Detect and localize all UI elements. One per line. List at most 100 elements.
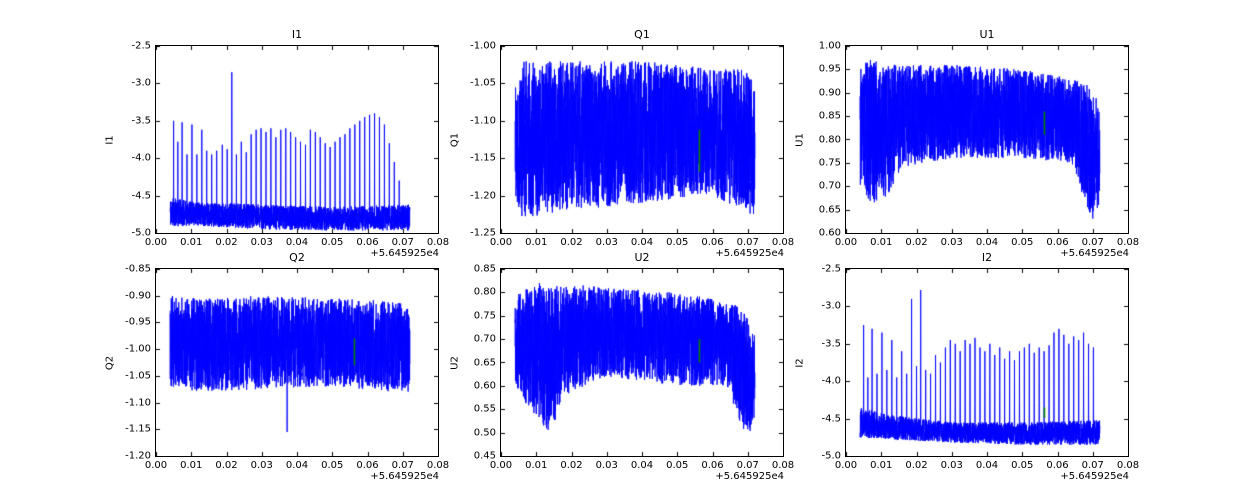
x-tick-label: 0.08 bbox=[771, 237, 795, 248]
y-tick-label: 0.80 bbox=[818, 134, 841, 145]
subplot-title-I2: I2 bbox=[981, 251, 993, 264]
x-tick-label: 0.07 bbox=[736, 237, 759, 248]
x-offset-label: +5.645925e4 bbox=[1060, 248, 1129, 259]
y-tick-label: -4.5 bbox=[131, 190, 151, 202]
y-axis-label-Q2: Q2 bbox=[104, 355, 116, 370]
y-axis-label-Q1: Q1 bbox=[449, 132, 461, 147]
y-tick-label: 0.45 bbox=[473, 450, 496, 462]
y-tick-label: 0.75 bbox=[473, 310, 496, 322]
y-tick-label: -0.95 bbox=[125, 316, 151, 328]
series-canvas-I1 bbox=[156, 46, 438, 233]
y-tick-label: -4.0 bbox=[821, 375, 841, 387]
y-tick-label: 0.95 bbox=[818, 63, 841, 75]
x-tick-label: 0.05 bbox=[666, 460, 689, 471]
x-tick-label: 0.08 bbox=[426, 237, 450, 248]
x-tick-label: 0.04 bbox=[285, 237, 309, 248]
x-tick-label: 0.08 bbox=[426, 460, 450, 471]
x-tick-label: 0.08 bbox=[1116, 460, 1140, 471]
y-tick-label: -2.5 bbox=[821, 263, 841, 275]
x-tick-label: 0.04 bbox=[285, 460, 309, 471]
plot-area-Q2: Q2 Q2 -0.85 -0.90 -0.95 -1.00 -1.05 -1.10 -1.15 -… bbox=[105, 251, 450, 482]
x-tick-label: 0.03 bbox=[250, 460, 273, 471]
x-tick-label: 0.02 bbox=[905, 460, 928, 471]
x-tick-label: 0.02 bbox=[560, 237, 583, 248]
y-axis-label-U1: U1 bbox=[794, 132, 806, 147]
x-tick-label: 0.04 bbox=[975, 237, 999, 248]
x-tick-label: 0.03 bbox=[940, 237, 963, 248]
x-tick-label: 0.07 bbox=[1081, 460, 1104, 471]
x-tick-label: 0.06 bbox=[356, 237, 379, 248]
x-tick-label: 0.02 bbox=[215, 237, 238, 248]
y-tick-label: -4.5 bbox=[821, 413, 841, 425]
x-tick-label: 0.01 bbox=[180, 460, 203, 471]
y-tick-label: 0.65 bbox=[473, 357, 496, 368]
subplot-title-U1: U1 bbox=[979, 28, 995, 41]
x-tick-label: 0.06 bbox=[356, 460, 379, 471]
x-tick-label: 0.06 bbox=[701, 237, 724, 248]
x-tick-label: 0.07 bbox=[391, 237, 414, 248]
x-tick-label: 0.01 bbox=[870, 460, 893, 471]
x-offset-label: +5.645925e4 bbox=[370, 471, 439, 482]
x-tick-label: 0.00 bbox=[834, 237, 858, 248]
y-tick-label: 0.60 bbox=[473, 380, 496, 392]
y-tick-label: 0.55 bbox=[473, 403, 496, 415]
x-tick-label: 0.06 bbox=[701, 460, 724, 471]
y-tick-label: -0.90 bbox=[125, 290, 151, 302]
y-tick-label: -1.20 bbox=[125, 450, 151, 462]
y-tick-label: -4.0 bbox=[131, 152, 151, 164]
x-tick-label: 0.08 bbox=[1116, 237, 1140, 248]
x-offset-label: +5.645925e4 bbox=[1060, 471, 1129, 482]
x-tick-label: 0.05 bbox=[321, 460, 344, 471]
x-tick-label: 0.06 bbox=[1046, 237, 1069, 248]
plot-area-Q1: Q1 Q1 -1.00 -1.05 -1.10 -1.15 -1.20 -1.25 0.00 0.… bbox=[450, 28, 795, 259]
x-tick-label: 0.00 bbox=[489, 237, 513, 248]
x-tick-label: 0.03 bbox=[250, 237, 273, 248]
x-tick-label: 0.01 bbox=[870, 237, 893, 248]
x-tick-label: 0.05 bbox=[1011, 237, 1034, 248]
x-tick-label: 0.03 bbox=[940, 460, 963, 471]
y-tick-label: 0.65 bbox=[818, 204, 841, 216]
x-offset-label: +5.645925e4 bbox=[715, 471, 784, 482]
x-tick-label: 0.06 bbox=[1046, 460, 1069, 471]
y-tick-label: -1.10 bbox=[125, 397, 151, 409]
y-tick-label: 0.70 bbox=[473, 333, 496, 345]
y-tick-label: -3.5 bbox=[821, 338, 841, 350]
y-tick-label: 0.85 bbox=[818, 110, 841, 122]
y-tick-label: -3.0 bbox=[821, 300, 841, 312]
y-tick-label: 0.60 bbox=[818, 227, 841, 239]
x-tick-label: 0.04 bbox=[630, 237, 654, 248]
y-tick-label: -3.5 bbox=[131, 115, 151, 127]
series-canvas-Q2 bbox=[156, 269, 438, 456]
y-axis-label-I1: I1 bbox=[104, 134, 116, 145]
x-tick-label: 0.01 bbox=[525, 460, 548, 471]
y-tick-label: 1.00 bbox=[818, 40, 841, 52]
y-tick-label: -5.0 bbox=[821, 450, 841, 462]
x-tick-label: 0.04 bbox=[975, 460, 999, 471]
y-tick-label: 0.70 bbox=[818, 180, 841, 192]
x-tick-label: 0.05 bbox=[321, 237, 344, 248]
subplot-title-I1: I1 bbox=[291, 28, 303, 41]
subplot-title-U2: U2 bbox=[634, 251, 650, 264]
y-tick-label: -0.85 bbox=[125, 263, 151, 275]
x-tick-label: 0.04 bbox=[630, 460, 654, 471]
x-tick-label: 0.01 bbox=[180, 237, 203, 248]
y-tick-label: 0.50 bbox=[473, 427, 496, 439]
x-tick-label: 0.00 bbox=[489, 460, 513, 471]
y-axis-label-I2: I2 bbox=[794, 357, 806, 368]
y-tick-label: -1.15 bbox=[470, 152, 496, 164]
x-tick-label: 0.07 bbox=[391, 460, 414, 471]
series-canvas-I2 bbox=[846, 269, 1128, 456]
y-tick-label: 0.90 bbox=[818, 87, 841, 99]
y-tick-label: -5.0 bbox=[131, 227, 151, 239]
y-axis-label-U2: U2 bbox=[449, 355, 461, 370]
x-tick-label: 0.03 bbox=[595, 460, 618, 471]
plot-area-I2: I2 I2 -2.5 -3.0 -3.5 -4.0 -4.5 -5.0 0.00 0.01 0.02… bbox=[795, 251, 1140, 482]
x-offset-label: +5.645925e4 bbox=[715, 248, 784, 259]
y-tick-label: -1.15 bbox=[125, 423, 151, 435]
y-tick-label: 0.75 bbox=[818, 157, 841, 169]
series-canvas-U1 bbox=[846, 46, 1128, 233]
x-tick-label: 0.02 bbox=[560, 460, 583, 471]
x-tick-label: 0.01 bbox=[525, 237, 548, 248]
y-tick-label: -1.10 bbox=[470, 115, 496, 127]
